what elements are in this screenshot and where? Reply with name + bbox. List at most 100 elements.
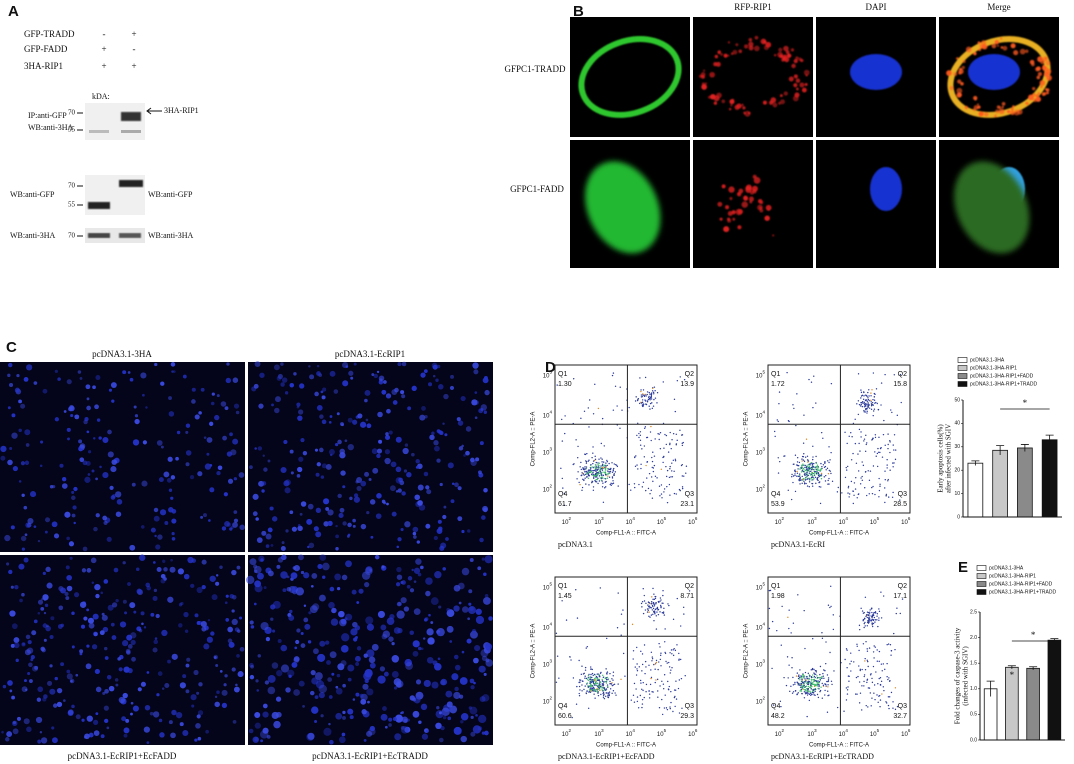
red-dot <box>748 41 754 47</box>
event-dot <box>637 468 639 470</box>
nucleus-dot <box>388 430 393 435</box>
event-dot <box>613 683 616 686</box>
event-dot <box>871 403 874 406</box>
event-dot <box>832 614 834 616</box>
tick-exponent: 3 <box>549 659 552 664</box>
event-dot <box>583 410 586 412</box>
event-dot <box>867 620 870 622</box>
nucleus-dot <box>29 491 37 498</box>
event-dot <box>604 466 606 469</box>
red-dot <box>803 69 810 76</box>
nucleus-dot <box>140 372 147 379</box>
event-dot <box>818 685 820 688</box>
nucleus-dot <box>350 376 354 380</box>
event-dot <box>888 696 891 698</box>
quadrant-name: Q3 <box>685 491 694 498</box>
event-dot <box>811 685 813 688</box>
event-dot <box>594 458 597 461</box>
event-dot <box>777 420 779 423</box>
event-dot <box>802 677 804 679</box>
nucleus-dot <box>262 454 265 457</box>
nucleus-dot <box>98 436 102 440</box>
event-dot <box>654 438 656 440</box>
nucleus-dot <box>7 680 13 686</box>
event-dot <box>590 463 592 466</box>
event-dot <box>893 449 895 451</box>
nucleus-dot <box>69 678 75 684</box>
event-dot <box>585 647 587 649</box>
nucleus-dot <box>413 580 417 583</box>
event-dot <box>602 461 605 463</box>
event-dot <box>866 621 869 624</box>
nucleus-dot <box>206 437 213 443</box>
plot-caption: pcDNA3.1-EcRI <box>771 540 825 549</box>
quadrant-name: Q3 <box>685 703 694 710</box>
event-dot <box>681 444 684 447</box>
tick-exponent: 5 <box>549 370 552 375</box>
event-dot <box>669 442 671 445</box>
nucleus-dot <box>88 450 92 454</box>
tick-base: 10 <box>657 732 664 738</box>
tick-base: 10 <box>562 732 569 738</box>
event-dot <box>875 455 877 457</box>
nucleus-dot <box>439 545 445 551</box>
event-dot <box>892 444 894 446</box>
quadrant-name: Q4 <box>771 491 780 498</box>
red-dot <box>1012 105 1015 108</box>
nucleus-dot <box>157 534 163 540</box>
micrograph <box>939 140 1059 268</box>
nucleus-dot <box>382 630 390 638</box>
nucleus-dot <box>133 405 137 409</box>
red-dot <box>714 54 718 58</box>
event-dot <box>680 625 682 627</box>
event-dot <box>856 643 858 645</box>
nucleus-dot <box>265 544 270 548</box>
event-dot <box>619 386 621 388</box>
band <box>88 233 110 238</box>
nucleus-dot <box>18 428 22 433</box>
nucleus-dot <box>322 387 327 392</box>
event-dot <box>608 468 610 471</box>
nucleus-dot <box>175 711 183 719</box>
tick-label: 104 <box>756 622 766 631</box>
nucleus-dot <box>461 529 465 534</box>
nucleus-dot <box>402 447 409 455</box>
legend-swatch <box>976 565 987 571</box>
event-dot <box>594 680 596 682</box>
event-dot <box>606 673 608 675</box>
tick-base: 10 <box>688 732 695 738</box>
nucleus-dot <box>327 677 332 682</box>
event-dot <box>653 598 656 601</box>
event-dot <box>668 661 670 664</box>
nucleus-dot <box>355 662 360 666</box>
event-dot <box>900 401 902 404</box>
nucleus-dot <box>122 561 126 565</box>
band <box>89 130 109 133</box>
nucleus-dot <box>391 670 399 678</box>
nucleus-dot <box>170 475 176 480</box>
nucleus-dot <box>465 426 472 432</box>
event-dot <box>641 653 644 655</box>
nucleus-dot <box>286 575 290 579</box>
event-dot <box>649 431 652 433</box>
event-dot <box>581 486 584 489</box>
nucleus-dot <box>271 662 279 669</box>
nucleus-dot <box>168 396 172 400</box>
nucleus-dot <box>337 439 342 445</box>
quadrant-name: Q2 <box>685 371 694 378</box>
nucleus-dot <box>179 722 184 727</box>
nucleus-dot <box>104 688 109 694</box>
nucleus-dot <box>50 616 55 621</box>
event-dot <box>593 476 595 478</box>
red-dot <box>726 217 731 221</box>
nucleus-dot <box>345 365 349 368</box>
event-dot <box>642 481 645 483</box>
nucleus-dot <box>180 601 184 606</box>
nucleus-dot <box>153 515 160 522</box>
nucleus-dot <box>352 524 356 528</box>
micrograph <box>246 554 494 745</box>
event-dot <box>846 693 849 695</box>
event-dot <box>827 679 830 681</box>
red-dot <box>713 101 718 105</box>
event-dot <box>808 481 811 483</box>
